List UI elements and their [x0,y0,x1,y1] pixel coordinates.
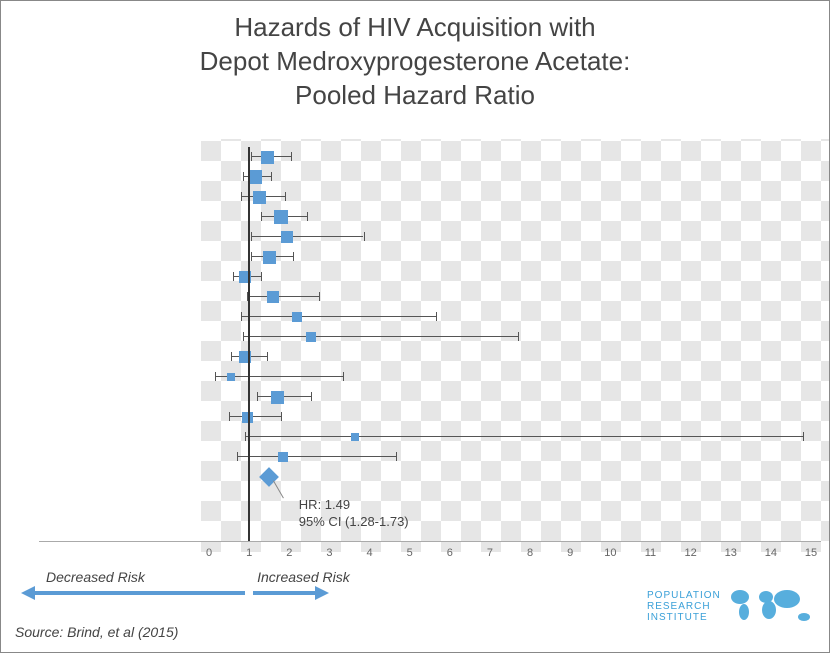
x-tick-label: 1 [237,547,261,559]
x-tick-label: 13 [719,547,743,559]
x-tick-label: 9 [558,547,582,559]
increased-risk-label: Increased Risk [257,569,350,585]
x-tick-label: 4 [358,547,382,559]
callout-ci: 95% CI (1.28-1.73) [299,514,409,529]
reference-line [248,147,250,541]
x-tick-label: 6 [438,547,462,559]
x-tick-label: 0 [197,547,221,559]
x-tick-label: 8 [518,547,542,559]
x-tick-label: 12 [679,547,703,559]
x-tick-label: 7 [478,547,502,559]
x-tick-label: 10 [598,547,622,559]
x-tick-label: 3 [317,547,341,559]
title-line-3: Pooled Hazard Ratio [295,80,535,110]
logo-line-1: POPULATION [647,590,721,601]
x-axis [39,541,821,542]
world-map-icon [722,584,817,629]
decreased-risk-label: Decreased Risk [46,569,145,585]
callout-hr: HR: 1.49 [299,497,350,512]
source-citation: Source: Brind, et al (2015) [15,624,178,640]
logo-line-3: INSTITUTE [647,612,708,623]
chart-title: Hazards of HIV Acquisition with Depot Me… [1,11,829,112]
title-line-2: Depot Medroxyprogesterone Acetate: [200,46,631,76]
title-line-1: Hazards of HIV Acquisition with [234,12,595,42]
x-tick-label: 15 [799,547,823,559]
logo-line-2: RESEARCH [647,601,711,612]
x-tick-label: 5 [398,547,422,559]
pri-logo: POPULATION RESEARCH INSTITUTE [647,584,817,634]
callout-text: HR: 1.49 95% CI (1.28-1.73) [299,497,409,531]
x-tick-label: 11 [638,547,662,559]
x-tick-label: 2 [277,547,301,559]
x-tick-label: 14 [759,547,783,559]
forest-plot [1,147,829,547]
